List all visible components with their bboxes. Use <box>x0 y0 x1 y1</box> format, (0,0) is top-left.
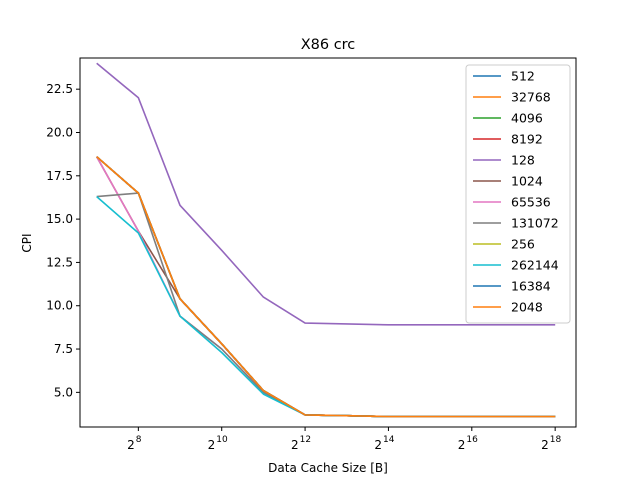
legend-label: 256 <box>511 237 535 252</box>
chart-title: X86 crc <box>301 37 356 53</box>
y-tick-label: 12.5 <box>46 255 73 269</box>
legend-label: 1024 <box>511 174 543 189</box>
legend-label: 4096 <box>511 111 543 126</box>
legend-label: 128 <box>511 153 535 168</box>
legend: 512 32768 4096 8192 128 1024 65536 131072 256 262… <box>465 64 571 324</box>
legend-label: 65536 <box>511 195 551 210</box>
x-tick-label: 210 <box>208 435 228 452</box>
y-tick-label: 15.0 <box>46 212 73 226</box>
y-tick-label: 10.0 <box>46 299 73 313</box>
x-tick-label: 28 <box>127 435 142 452</box>
x-tick-label: 216 <box>458 435 478 452</box>
y-tick-label: 22.5 <box>46 82 73 96</box>
plot-area-frame <box>79 57 577 428</box>
x-axis-label: Data Cache Size [B] <box>268 461 388 475</box>
x-tick-label: 212 <box>291 435 311 452</box>
legend-label: 262144 <box>511 258 559 273</box>
y-tick-label: 7.5 <box>54 342 73 356</box>
x-tick-label: 218 <box>541 435 561 452</box>
legend-label: 32768 <box>511 90 551 105</box>
series-lines <box>96 62 556 418</box>
y-axis-label: CPI <box>20 233 34 252</box>
legend-label: 512 <box>511 69 535 84</box>
y-tick-label: 5.0 <box>54 385 73 399</box>
legend-label: 8192 <box>511 132 543 147</box>
y-tick-label: 20.0 <box>46 125 73 139</box>
legend-frame <box>465 64 571 324</box>
y-tick-label: 17.5 <box>46 169 73 183</box>
legend-label: 16384 <box>511 279 551 294</box>
axis-ticks: 28 210 212 214 216 218 5.0 7.5 10.0 12.5 15.0 17.5 2… <box>46 82 561 452</box>
series-line-2048 <box>96 156 556 418</box>
legend-label: 131072 <box>511 216 559 231</box>
legend-label: 2048 <box>511 300 543 315</box>
series-line-128 <box>96 62 556 326</box>
x-tick-label: 214 <box>374 435 394 452</box>
